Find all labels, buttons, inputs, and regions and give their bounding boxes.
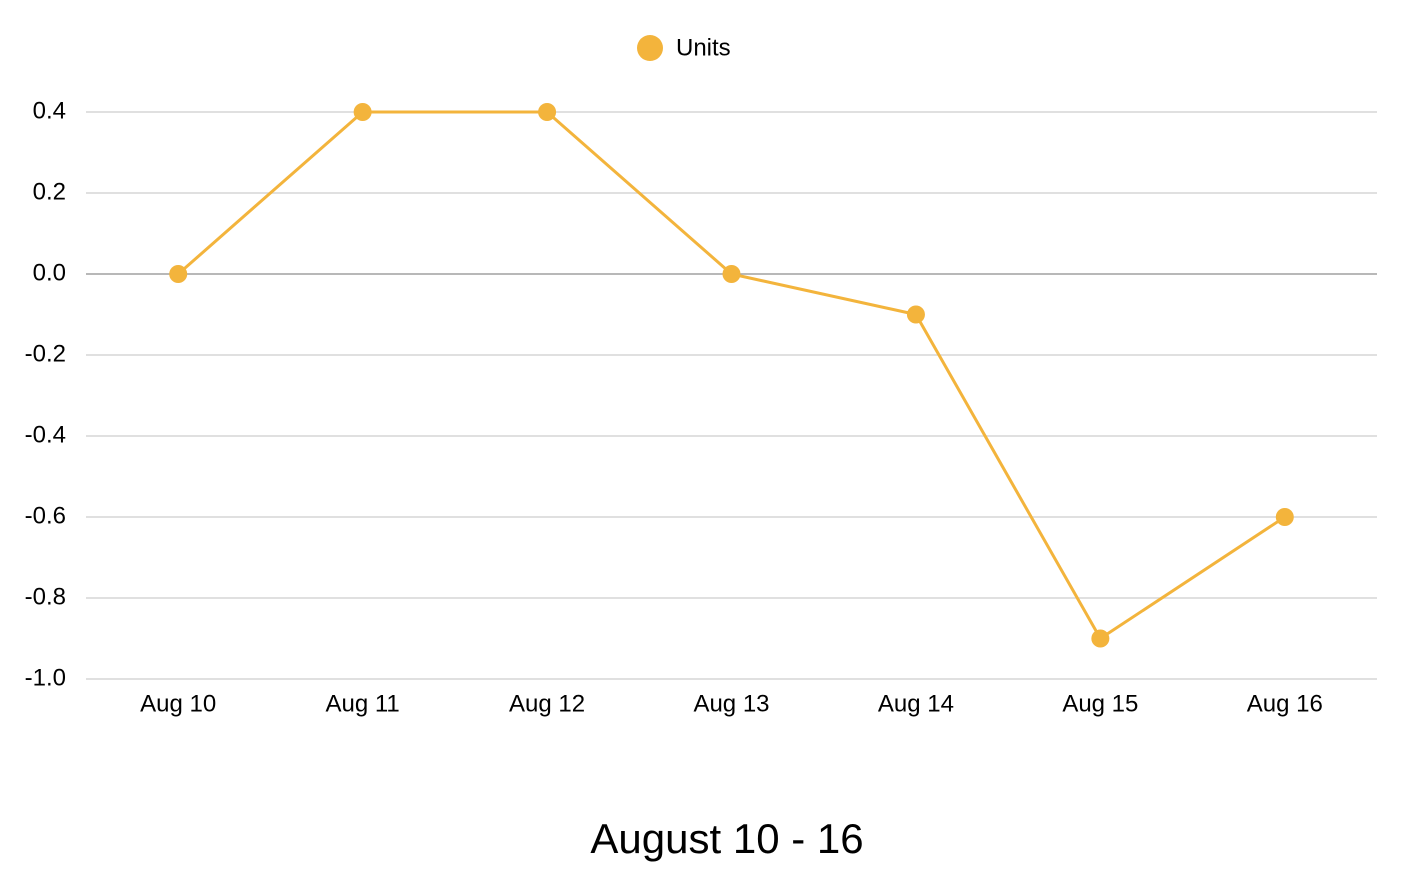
point <box>169 265 188 283</box>
x-tick-label: Aug 14 <box>878 690 954 717</box>
y-tick-label: 0.2 <box>33 178 66 205</box>
y-tick-label: 0.4 <box>33 97 66 124</box>
x-tick-label: Aug 15 <box>1062 690 1138 717</box>
point <box>538 103 557 121</box>
y-tick-label: 0.0 <box>33 259 66 286</box>
x-tick-label: Aug 16 <box>1247 690 1323 717</box>
x-tick-label: Aug 11 <box>325 690 399 717</box>
point <box>1091 629 1110 648</box>
legend-label: Units <box>676 34 731 61</box>
point <box>1275 508 1294 526</box>
point <box>722 265 741 283</box>
x-tick-label: Aug 13 <box>693 690 769 717</box>
y-tick-label: -1.0 <box>25 664 66 691</box>
y-tick-label: -0.8 <box>25 583 66 610</box>
point <box>353 103 372 121</box>
y-tick-label: -0.4 <box>25 421 66 448</box>
x-tick-label: Aug 10 <box>140 690 216 717</box>
y-tick-label: -0.6 <box>25 502 66 529</box>
point <box>906 305 925 324</box>
x-axis-label: August 10 - 16 <box>590 815 863 862</box>
x-tick-label: Aug 12 <box>509 690 585 717</box>
y-tick-label: -0.2 <box>25 340 66 367</box>
legend-marker <box>637 35 663 61</box>
line <box>177 110 1286 641</box>
